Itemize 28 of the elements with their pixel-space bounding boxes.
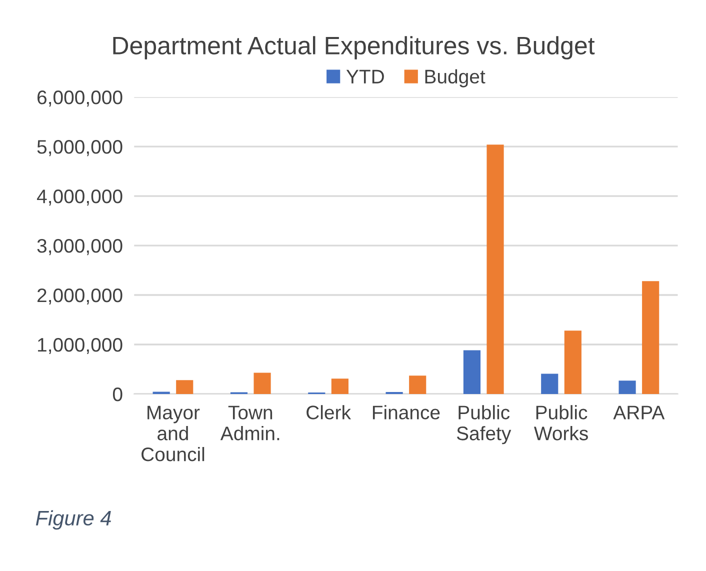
caption: Figure 4 xyxy=(36,510,111,530)
y-tick-label: 4,000,000 xyxy=(36,190,122,206)
x-tick-label: Town Admin. xyxy=(220,406,280,440)
x-tick-label: Clerk xyxy=(306,405,352,420)
bar xyxy=(564,330,582,394)
legend-label: YTD xyxy=(346,70,384,84)
y-tick-label: 1,000,000 xyxy=(38,338,122,354)
chart-title: Department Actual Expenditures vs. Budget xyxy=(113,36,595,60)
x-tick-label: Mayor and Council xyxy=(142,406,204,462)
x-tick-label: Public Safety xyxy=(456,405,512,444)
y-tick-label: 5,000,000 xyxy=(37,140,122,156)
bar xyxy=(486,144,504,394)
bar xyxy=(541,374,558,394)
x-tick-label: Public Works xyxy=(534,405,588,440)
bar xyxy=(642,281,660,394)
y-tick-label: 3,000,000 xyxy=(37,239,122,256)
bar xyxy=(176,380,194,394)
y-tick-label: 6,000,000 xyxy=(38,90,122,107)
bar xyxy=(331,378,348,394)
bar xyxy=(254,372,271,394)
x-tick-label: ARPA xyxy=(613,406,665,420)
y-tick-label: 2,000,000 xyxy=(38,288,122,305)
bar xyxy=(463,350,481,394)
y-tick-label: 0 xyxy=(112,387,122,402)
legend-label: Budget xyxy=(425,69,486,88)
bar xyxy=(618,380,636,394)
x-tick-label: Finance xyxy=(372,405,440,420)
bar xyxy=(409,376,426,394)
